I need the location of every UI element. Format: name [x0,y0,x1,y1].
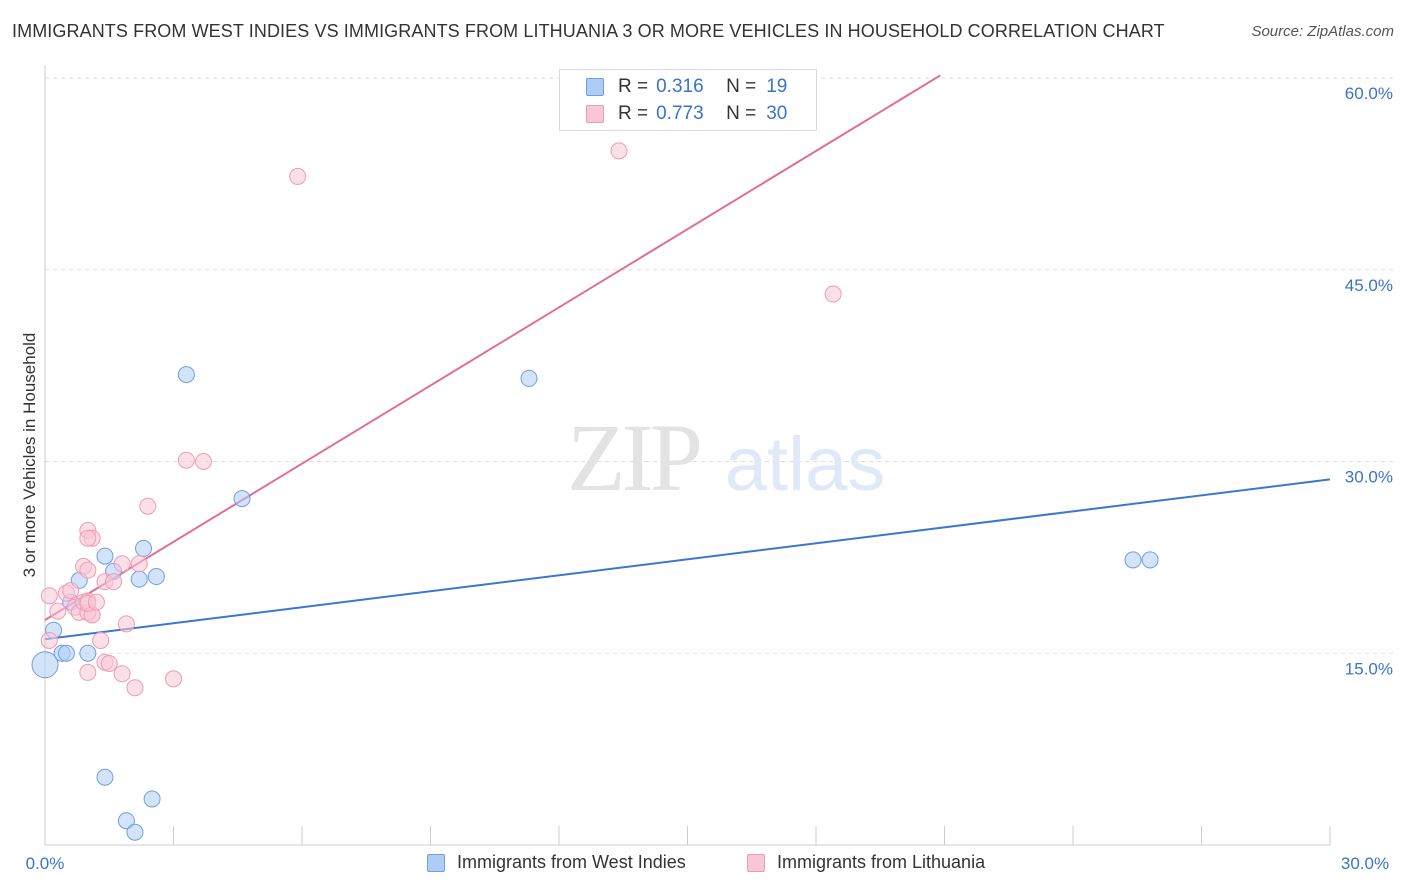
axes [44,66,1331,846]
legend-r-label: R = [618,103,649,124]
legend-row-west-indies: R = 0.316 N = 19 [586,74,787,100]
correlation-legend: R = 0.316 N = 19 R = 0.773 N = 30 [559,69,817,131]
data-point-lithuania [49,602,67,620]
grid-lines [45,77,1394,654]
data-point-lithuania [194,453,212,470]
data-point-lithuania [610,142,628,160]
legend-n-value: 19 [766,76,788,97]
data-point-west-indies [130,570,148,588]
tick-labels: 15.0% 30.0% 45.0% 60.0% 0.0% 30.0% [26,84,1393,873]
data-point-west-indies [96,547,114,565]
data-point-west-indies [79,644,97,662]
legend-swatch-lithuania [586,105,604,123]
data-point-west-indies [126,823,144,841]
data-point-lithuania [165,670,182,688]
y-tick-label-2: 45.0% [1345,276,1393,295]
legend-r-value: 0.773 [656,103,704,124]
trend-line-lithuania [44,74,941,621]
bottom-swatch-west-indies [427,853,445,872]
data-point-lithuania [62,582,80,600]
legend-n-label: N = [726,103,757,124]
data-point-west-indies [1124,551,1142,569]
bottom-legend-west-indies: Immigrants from West Indies [427,852,686,873]
data-point-lithuania [79,663,97,681]
data-point-lithuania [139,497,157,515]
legend-r-value: 0.316 [656,76,704,97]
data-point-lithuania [79,561,97,579]
data-point-lithuania [130,555,148,573]
data-point-west-indies [117,812,135,830]
data-point-lithuania [126,679,144,697]
y-axis-label: 3 or more Vehicles in Household [20,333,39,578]
data-point-lithuania [40,587,58,605]
y-tick-label-3: 60.0% [1345,84,1393,103]
bottom-legend-label-lithuania: Immigrants from Lithuania [777,852,986,872]
data-point-west-indies [147,568,165,586]
x-tick-label-1: 30.0% [1341,854,1389,873]
y-tick-label-1: 30.0% [1345,468,1393,487]
data-point-west-indies [57,644,75,662]
data-point-west-indies [233,490,251,508]
legend-n-value: 30 [766,103,788,124]
data-point-lithuania [100,654,118,672]
watermark-atlas: atlas [725,422,886,507]
data-point-lithuania [289,167,307,185]
data-point-west-indies [143,790,161,808]
data-point-lithuania [113,555,131,573]
data-point-west-indies [31,651,59,679]
data-point-lithuania [92,631,110,649]
data-point-west-indies [1141,551,1159,569]
data-point-lithuania [824,285,842,303]
data-point-west-indies [520,369,538,387]
bottom-legend-label-west-indies: Immigrants from West Indies [457,852,686,872]
legend-row-lithuania: R = 0.773 N = 30 [586,101,787,127]
watermark: ZIP atlas [567,404,885,511]
legend-swatch-west-indies [586,78,604,96]
data-point-lithuania [87,593,105,611]
legend-r-label: R = [618,76,649,97]
x-tick-label-0: 0.0% [26,854,65,873]
data-point-west-indies [96,768,114,786]
trend-lines [44,74,1331,641]
data-point-lithuania [105,573,123,591]
bottom-legend-lithuania: Immigrants from Lithuania [747,852,985,873]
chart-source: Source: ZipAtlas.com [1251,23,1394,40]
data-point-lithuania [177,451,195,469]
chart-title: IMMIGRANTS FROM WEST INDIES VS IMMIGRANT… [12,21,1165,41]
data-point-lithuania [40,631,58,649]
data-point-lithuania [117,615,135,633]
data-point-lithuania [79,529,97,547]
data-point-west-indies [135,539,153,557]
trend-line-west-indies [44,478,1331,641]
legend-n-label: N = [726,76,757,97]
data-point-west-indies [177,366,195,384]
bottom-swatch-lithuania [747,853,765,872]
y-tick-label-0: 15.0% [1345,659,1393,678]
watermark-zip: ZIP [567,404,700,511]
data-points [31,142,1159,841]
data-point-lithuania [113,665,131,683]
